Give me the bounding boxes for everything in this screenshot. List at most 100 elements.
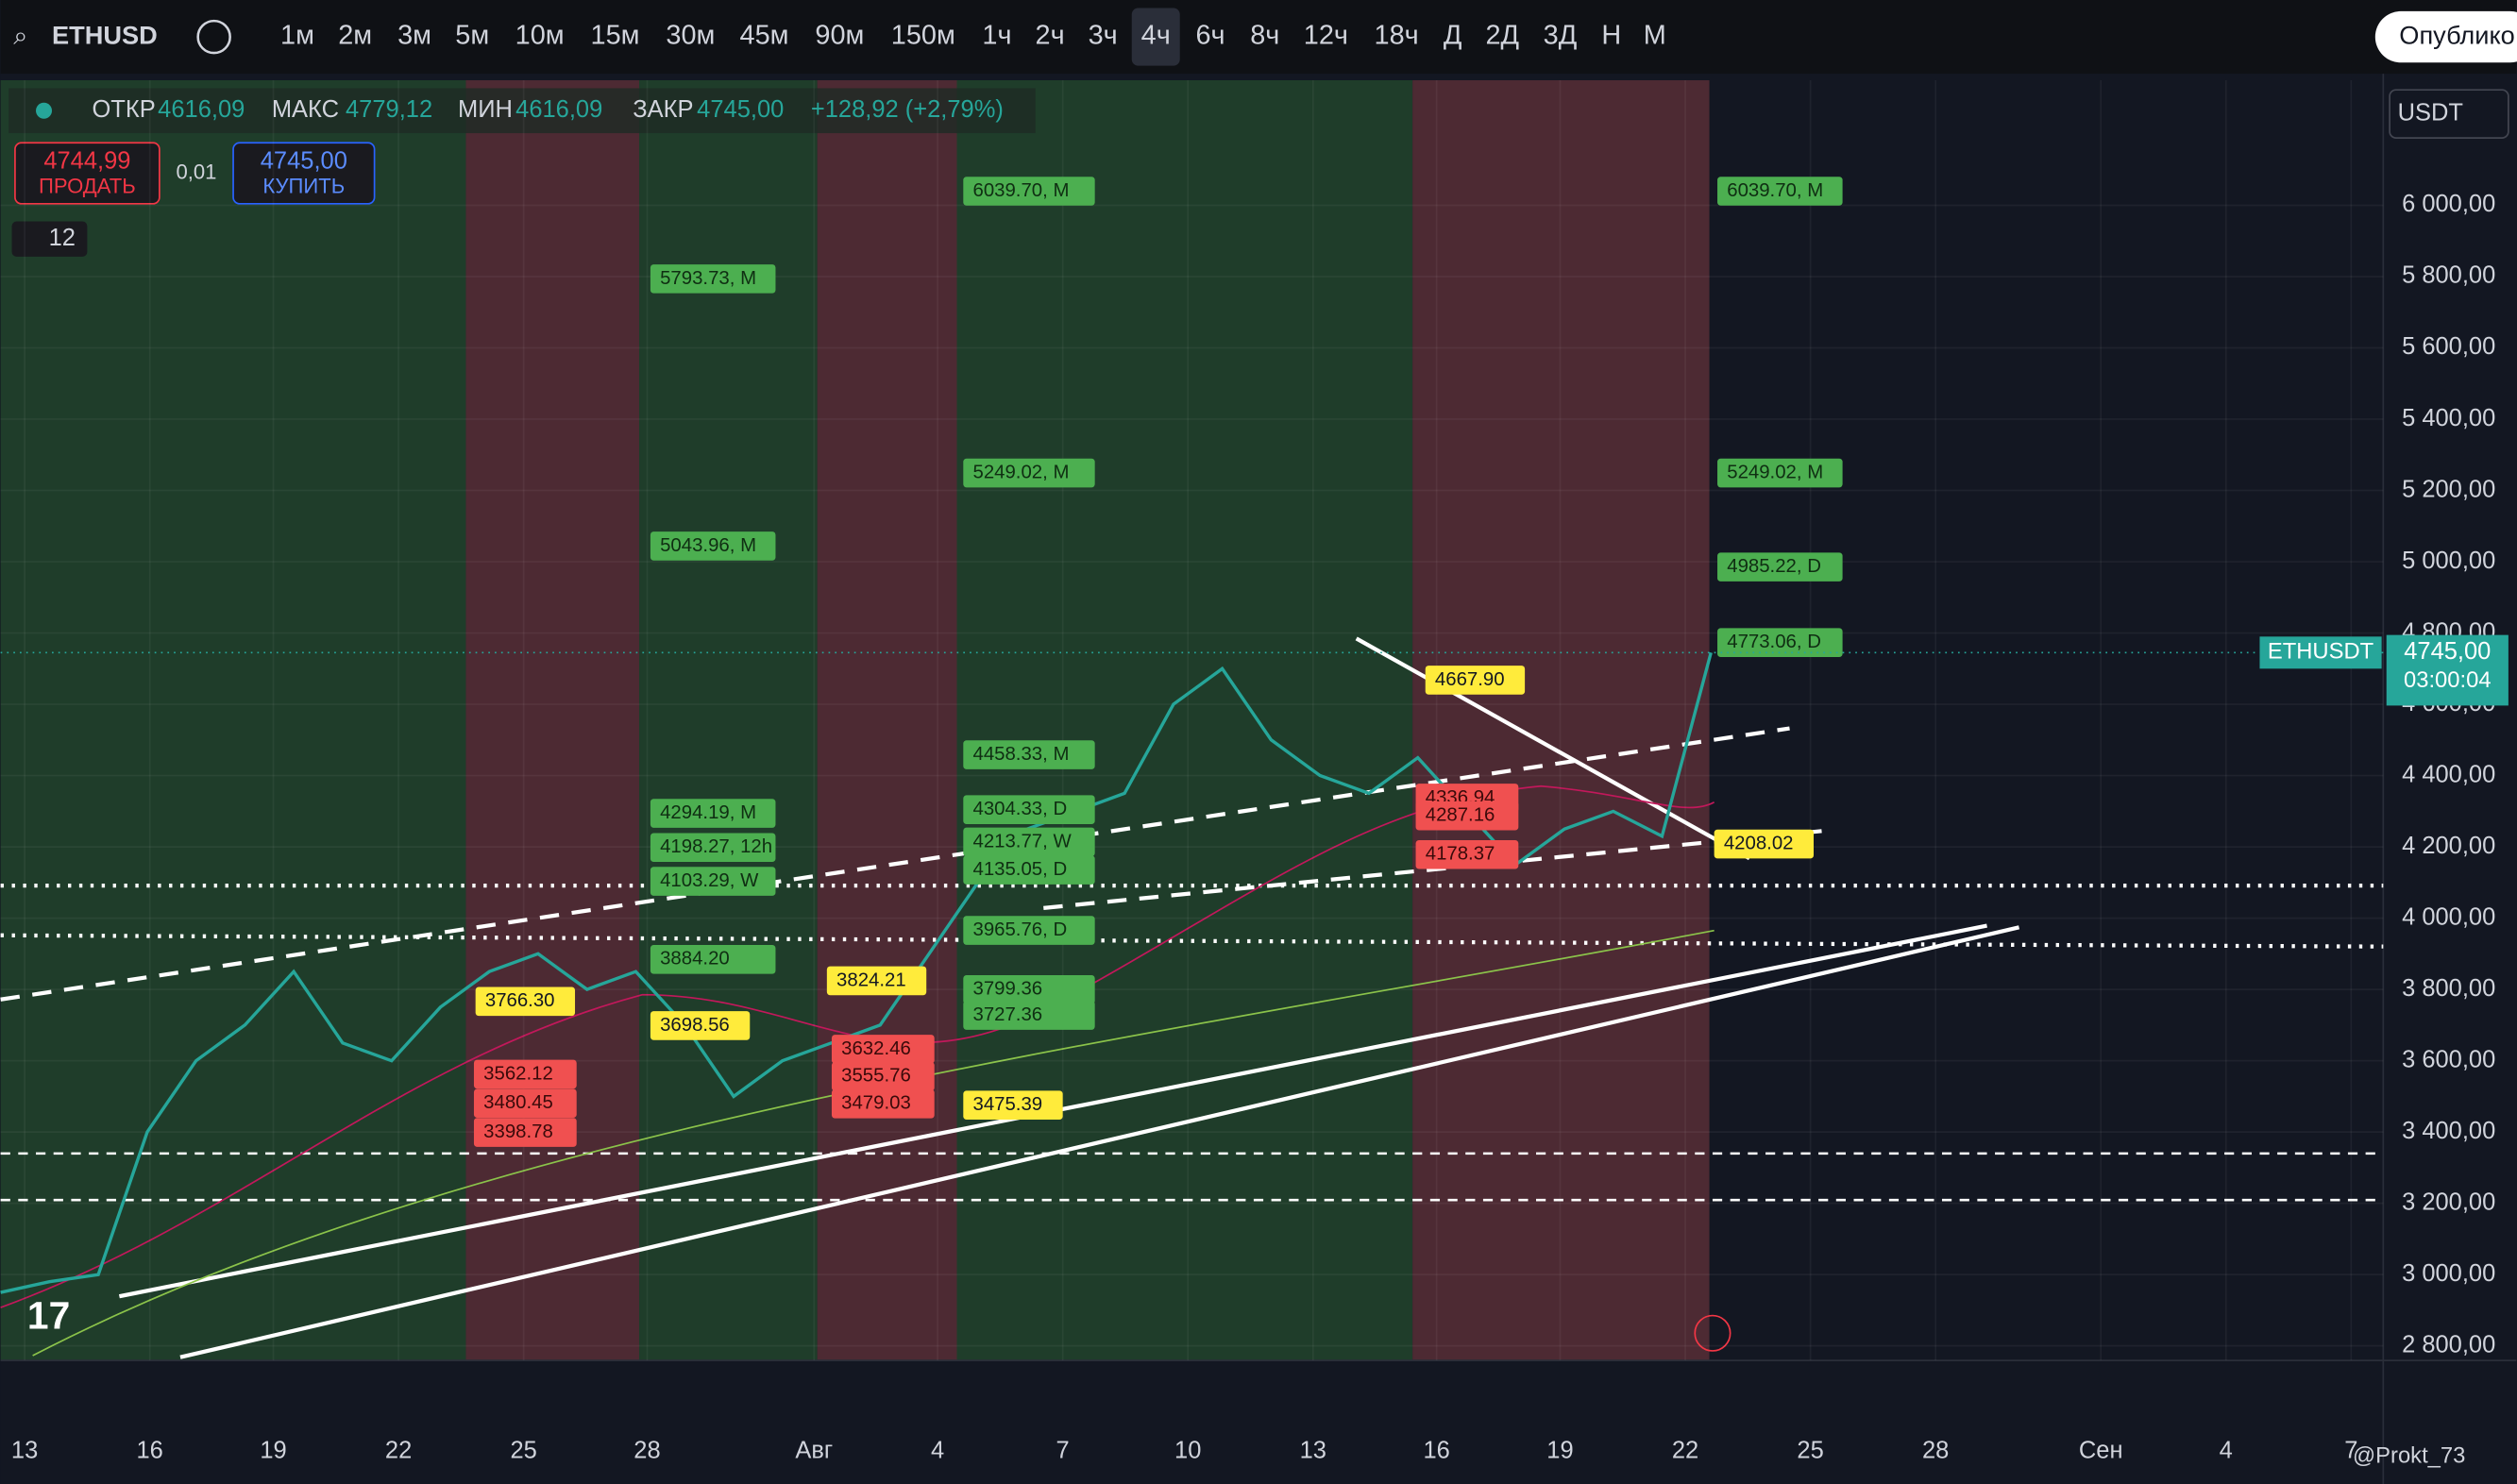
level-label: 3479.03	[841, 1093, 911, 1114]
quantity[interactable]: 0,01	[176, 160, 216, 183]
level-label: 3398.78	[483, 1121, 553, 1142]
level-label: 4458.33, M	[972, 744, 1069, 765]
x-tick-label: Авг	[795, 1438, 833, 1464]
interval[interactable]: Н	[1601, 21, 1621, 51]
sell-price[interactable]: 4744,99	[43, 147, 130, 174]
x-tick-label: 28	[633, 1438, 660, 1464]
add-symbol[interactable]	[196, 19, 231, 55]
level-label: 4198.27, 12h	[660, 836, 772, 857]
buy-price[interactable]: 4745,00	[261, 147, 347, 174]
level-label: 4304.33, D	[972, 799, 1067, 819]
interval[interactable]: 1ч	[982, 21, 1011, 51]
level-label: 3799.36	[972, 979, 1042, 1000]
level-label: 3766.30	[485, 990, 555, 1011]
search-icon[interactable]: ⌕	[13, 20, 27, 49]
level-label: 5793.73, M	[660, 268, 756, 289]
level-box	[963, 795, 1095, 824]
x-tick-label: 28	[1922, 1438, 1949, 1464]
interval[interactable]: 12ч	[1304, 21, 1348, 51]
high-label: МАКС	[272, 96, 339, 123]
level-label: 4287.16	[1426, 805, 1495, 826]
open-label: ОТКР	[92, 96, 155, 123]
level-label: 3824.21	[836, 970, 906, 990]
interval[interactable]: 45м	[740, 21, 789, 51]
sell-label[interactable]: ПРОДАТЬ	[39, 175, 136, 198]
level-box	[650, 945, 776, 974]
interval[interactable]: Д	[1444, 21, 1462, 51]
y-tick-label: 4 000,00	[2402, 903, 2495, 930]
sell-button[interactable]	[14, 142, 160, 205]
interval[interactable]: 150м	[891, 21, 955, 51]
band-red	[1412, 79, 1710, 1361]
buy-label[interactable]: КУПИТЬ	[262, 175, 345, 198]
interval[interactable]: 10м	[515, 21, 565, 51]
interval[interactable]: 3ч	[1089, 21, 1118, 51]
publish-button[interactable]	[2374, 10, 2517, 63]
interval[interactable]: 2Д	[1486, 21, 1520, 51]
dashed-trend	[1043, 829, 1822, 911]
currency-select[interactable]	[2389, 89, 2509, 140]
band-green	[956, 79, 1413, 1361]
change: +128,92 (+2,79%)	[811, 96, 1004, 123]
x-tick-label: 19	[260, 1438, 286, 1464]
level-box	[1415, 839, 1519, 869]
level-box	[650, 799, 776, 828]
symbol[interactable]: ETHUSD	[52, 20, 158, 49]
y-tick-label: 3 600,00	[2402, 1046, 2495, 1072]
indicators-toggle[interactable]	[11, 221, 88, 257]
interval[interactable]: 6ч	[1195, 21, 1225, 51]
symbol-tag-bg	[2259, 636, 2382, 669]
interval[interactable]: 3Д	[1544, 21, 1578, 51]
high-value: 4779,12	[346, 96, 432, 123]
level-box	[1717, 552, 1843, 582]
interval[interactable]: 18ч	[1375, 21, 1419, 51]
interval[interactable]: 2ч	[1036, 21, 1065, 51]
countdown: 03:00:04	[2404, 667, 2492, 693]
watermark: @Prokt_73	[2353, 1442, 2465, 1468]
level-label: 3884.20	[660, 949, 730, 970]
interval[interactable]: 3м	[397, 21, 431, 51]
level-box	[650, 264, 776, 294]
price-line	[0, 651, 1713, 1294]
y-tick-label: 6 000,00	[2402, 191, 2495, 217]
publish-label[interactable]: Опублико	[2399, 20, 2515, 49]
indicators-count[interactable]: 12	[49, 225, 76, 251]
interval[interactable]: 30м	[666, 21, 715, 51]
level-label: 4103.29, W	[660, 870, 759, 891]
alert-icon[interactable]	[1694, 1314, 1731, 1352]
interval[interactable]: 4ч	[1141, 21, 1171, 51]
interval[interactable]: 15м	[591, 21, 640, 51]
dotted-level	[0, 933, 2384, 949]
interval[interactable]: 2м	[338, 21, 372, 51]
x-tick-label: 4	[2220, 1438, 2233, 1464]
dashed-trend	[0, 726, 1790, 1002]
level-box	[650, 833, 776, 863]
interval[interactable]: 8ч	[1250, 21, 1279, 51]
interval[interactable]: 90м	[815, 21, 864, 51]
currency[interactable]: USDT	[2398, 99, 2463, 126]
level-label: 4213.77, W	[972, 831, 1072, 852]
level-box	[1717, 177, 1843, 206]
level-label: 3555.76	[841, 1066, 911, 1087]
y-tick-label: 5 600,00	[2402, 333, 2495, 360]
level-label: 5043.96, M	[660, 535, 756, 556]
level-label: 3475.39	[972, 1094, 1042, 1115]
interval[interactable]: М	[1644, 21, 1666, 51]
level-box	[650, 531, 776, 561]
buy-button[interactable]	[232, 142, 376, 205]
interval[interactable]: 1м	[280, 21, 314, 51]
level-box	[963, 855, 1095, 885]
active-interval-bg	[1131, 8, 1180, 66]
level-label: 6039.70, M	[972, 180, 1069, 201]
x-tick-label: 16	[1423, 1438, 1449, 1464]
y-tick-label: 3 400,00	[2402, 1118, 2495, 1144]
x-tick-label: 16	[136, 1438, 162, 1464]
level-box	[1415, 801, 1519, 831]
level-label: 3632.46	[841, 1038, 911, 1059]
level-label: 4208.02	[1724, 833, 1794, 853]
trend-line	[1355, 636, 1751, 861]
level-label: 4773.06, D	[1727, 632, 1821, 652]
info-bar	[8, 88, 1036, 134]
level-box	[1425, 666, 1526, 695]
interval[interactable]: 5м	[455, 21, 489, 51]
